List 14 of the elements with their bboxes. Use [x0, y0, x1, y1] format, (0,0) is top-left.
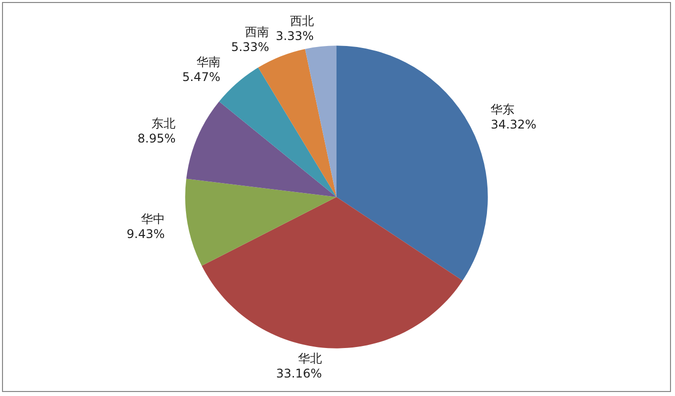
slice-label: 华东 — [490, 102, 515, 116]
slice-label: 西北 — [290, 14, 314, 28]
slice-label: 华中 — [140, 212, 165, 226]
slice-label: 东北 — [152, 116, 176, 130]
slice-label: 华北 — [298, 352, 322, 366]
data-label: 33.16% — [276, 366, 322, 381]
data-label: 5.47% — [182, 70, 220, 84]
slice-label: 西南 — [245, 25, 270, 40]
data-label: 3.33% — [276, 29, 314, 44]
data-label: 5.33% — [231, 40, 270, 54]
data-label: 8.95% — [138, 131, 176, 146]
slice-label: 华南 — [196, 54, 220, 69]
data-label: 9.43% — [126, 227, 165, 242]
data-label: 34.32% — [490, 117, 536, 132]
